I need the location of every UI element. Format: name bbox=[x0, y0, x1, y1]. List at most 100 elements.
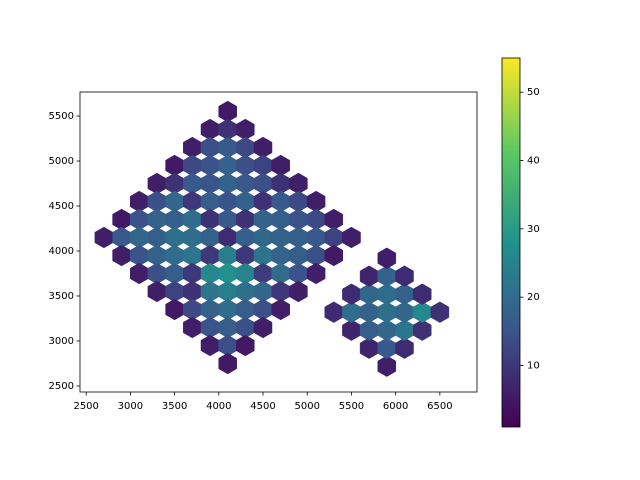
colorbar-tick-label: 40 bbox=[527, 156, 540, 167]
hex-cell bbox=[218, 226, 237, 249]
hex-cell bbox=[253, 262, 273, 285]
hex-cell bbox=[359, 319, 379, 341]
hex-cell bbox=[165, 262, 184, 285]
hex-cell bbox=[271, 298, 290, 321]
hex-cell bbox=[377, 337, 397, 359]
x-tick-label: 4500 bbox=[250, 401, 275, 412]
y-tick-label: 3000 bbox=[49, 336, 74, 347]
hex-cell bbox=[377, 265, 397, 287]
hex-cell bbox=[324, 301, 344, 323]
hex-cell bbox=[377, 355, 397, 377]
x-tick-label: 5000 bbox=[295, 401, 320, 412]
hex-cell bbox=[306, 190, 326, 213]
hex-cell bbox=[183, 262, 202, 285]
y-tick-label: 5500 bbox=[49, 111, 74, 122]
hex-cell bbox=[183, 316, 202, 339]
hex-cell bbox=[271, 190, 290, 213]
hex-cell bbox=[147, 280, 167, 303]
hex-cell bbox=[218, 208, 237, 231]
hex-cell bbox=[342, 283, 361, 305]
hex-cell bbox=[271, 154, 290, 177]
y-tick-label: 5000 bbox=[49, 156, 74, 167]
hex-cell bbox=[112, 226, 131, 249]
hex-cell bbox=[289, 190, 308, 213]
hex-cell bbox=[395, 319, 414, 341]
y-tick-label: 4000 bbox=[49, 246, 74, 257]
hex-cell bbox=[253, 244, 273, 267]
hex-cell bbox=[342, 319, 361, 341]
axes-frame bbox=[79, 91, 478, 393]
hex-cell bbox=[377, 301, 397, 323]
hex-cell bbox=[253, 298, 273, 321]
hex-cell bbox=[253, 172, 273, 195]
hex-cell bbox=[147, 172, 167, 195]
hex-cell bbox=[289, 280, 308, 303]
hex-cell bbox=[395, 283, 414, 305]
hex-cell bbox=[236, 334, 255, 357]
hex-cell bbox=[183, 154, 202, 177]
hex-cell bbox=[324, 208, 344, 231]
hex-cell bbox=[183, 190, 202, 213]
hex-cell bbox=[253, 136, 273, 159]
hex-cell bbox=[129, 244, 149, 267]
hex-cell bbox=[306, 226, 326, 249]
hex-cell bbox=[324, 226, 344, 249]
hex-cell bbox=[218, 154, 237, 177]
hex-cell bbox=[165, 298, 184, 321]
hex-cell bbox=[412, 319, 432, 341]
hex-cell bbox=[200, 298, 220, 321]
hex-cell bbox=[183, 226, 202, 249]
hex-cell bbox=[183, 298, 202, 321]
hex-cell bbox=[218, 172, 237, 195]
hex-cell bbox=[112, 208, 131, 231]
hex-cell bbox=[236, 190, 255, 213]
hex-cell bbox=[200, 244, 220, 267]
hex-cell bbox=[200, 280, 220, 303]
hex-cell bbox=[324, 244, 344, 267]
hex-cell bbox=[306, 244, 326, 267]
hex-cell bbox=[147, 226, 167, 249]
hex-cell bbox=[200, 226, 220, 249]
hex-cell bbox=[271, 226, 290, 249]
hex-cell bbox=[412, 301, 432, 323]
colorbar-tick-label: 50 bbox=[527, 87, 540, 98]
hex-cell bbox=[271, 244, 290, 267]
hex-cell bbox=[218, 334, 237, 357]
colorbar-tick-label: 10 bbox=[527, 361, 540, 372]
hex-cell bbox=[200, 262, 220, 285]
cells bbox=[94, 100, 450, 377]
colorbar-tick-label: 20 bbox=[527, 292, 540, 303]
hex-cell bbox=[236, 208, 255, 231]
hex-cell bbox=[129, 190, 149, 213]
hex-cell bbox=[377, 283, 397, 305]
hex-cell bbox=[271, 280, 290, 303]
hex-cell bbox=[218, 136, 237, 159]
hex-cell bbox=[412, 283, 432, 305]
hex-cell bbox=[377, 247, 397, 269]
y-tick-label: 2500 bbox=[49, 381, 74, 392]
y-tick-label: 3500 bbox=[49, 291, 74, 302]
hex-cell bbox=[165, 208, 184, 231]
hex-cell bbox=[289, 172, 308, 195]
hex-cell bbox=[218, 190, 237, 213]
hex-cell bbox=[200, 208, 220, 231]
hex-cell bbox=[253, 280, 273, 303]
hex-cell bbox=[183, 136, 202, 159]
hex-cell bbox=[236, 118, 255, 141]
hex-cell bbox=[289, 226, 308, 249]
hex-cell bbox=[395, 337, 414, 359]
hex-cell bbox=[183, 172, 202, 195]
hex-cell bbox=[129, 208, 149, 231]
hex-cell bbox=[359, 283, 379, 305]
hex-cell bbox=[253, 208, 273, 231]
hex-cell bbox=[253, 190, 273, 213]
hex-cell bbox=[200, 154, 220, 177]
hex-cell bbox=[200, 172, 220, 195]
hex-cell bbox=[289, 208, 308, 231]
hex-cell bbox=[236, 280, 255, 303]
hex-cell bbox=[430, 301, 450, 323]
hex-cell bbox=[359, 301, 379, 323]
hex-cell bbox=[236, 154, 255, 177]
hex-cell bbox=[253, 226, 273, 249]
